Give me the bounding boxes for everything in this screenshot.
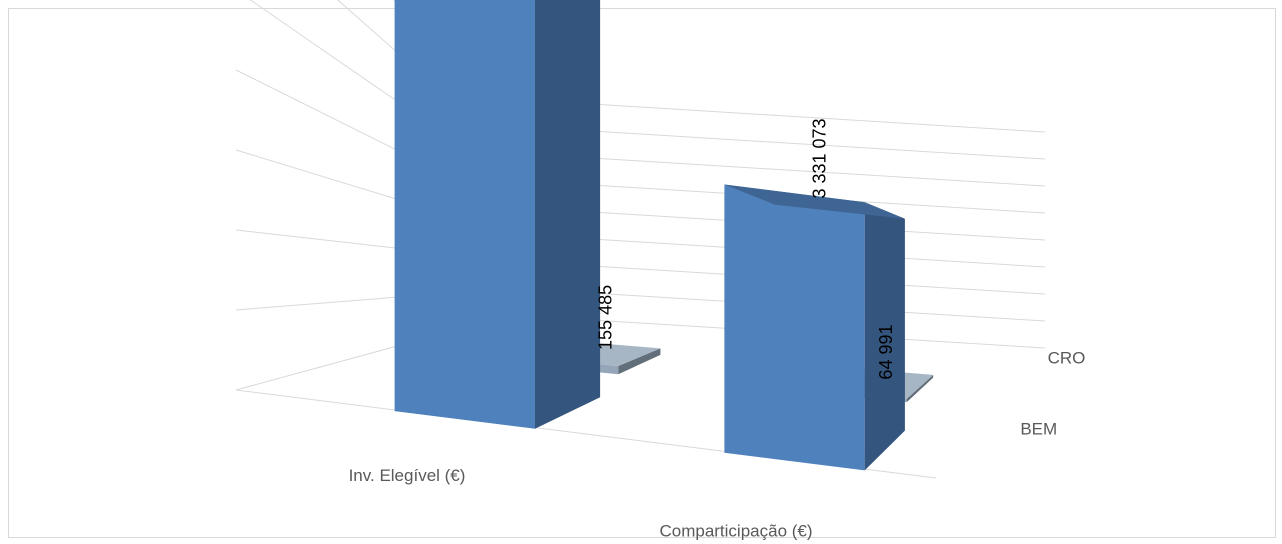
gridline <box>432 0 1046 133</box>
gridlines <box>235 0 1046 479</box>
bar-bem-0 <box>394 0 601 429</box>
gridline <box>337 0 1046 187</box>
data-label-cro-1: 64 991 <box>876 324 896 379</box>
bar-side-face <box>535 0 601 429</box>
bar-front-face <box>394 0 535 429</box>
series-label-bem: BEM <box>1020 420 1057 439</box>
data-label-bem-1: 3 331 073 <box>809 118 829 198</box>
gridline <box>393 0 1046 160</box>
bar-side-face <box>618 348 661 375</box>
gridline <box>249 0 1046 214</box>
bar-top-face <box>724 184 905 219</box>
gridline <box>235 149 1046 268</box>
bar-side-face <box>906 374 934 403</box>
bar-front-face <box>724 184 865 471</box>
bar-bem-1 <box>724 184 905 471</box>
bars <box>394 0 934 471</box>
bar-side-face <box>864 202 905 471</box>
series-label-cro: CRO <box>1048 348 1086 367</box>
chart-frame <box>8 8 1276 538</box>
gridline <box>235 69 1046 241</box>
gridline <box>235 287 1046 322</box>
category-label-0: Inv. Elegível (€) <box>349 466 466 485</box>
category-label-1: Comparticipação (€) <box>659 521 812 540</box>
data-label-cro-0: 155 485 <box>596 285 616 350</box>
gridline <box>235 229 1046 295</box>
